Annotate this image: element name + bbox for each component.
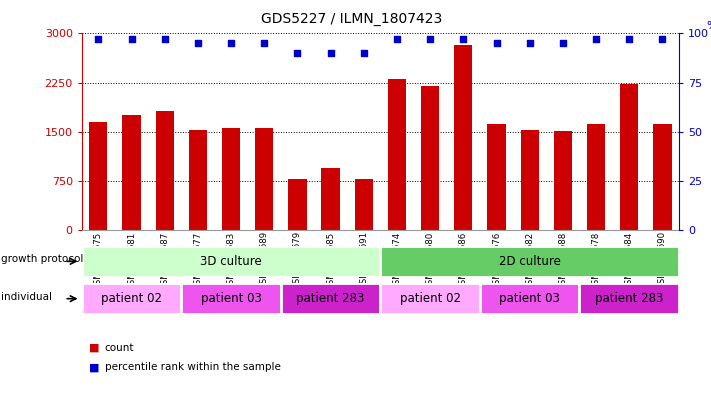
Point — [292, 50, 303, 56]
Bar — [380, 246, 679, 277]
Bar — [222, 128, 240, 230]
Bar — [321, 168, 340, 230]
Point — [259, 40, 270, 46]
Text: GDS5227 / ILMN_1807423: GDS5227 / ILMN_1807423 — [262, 12, 442, 26]
Bar — [289, 179, 306, 230]
Bar — [355, 179, 373, 230]
Point — [92, 36, 104, 42]
Bar — [480, 283, 579, 314]
Bar — [587, 124, 605, 230]
Text: percentile rank within the sample: percentile rank within the sample — [105, 362, 280, 373]
Bar — [454, 45, 473, 230]
Bar — [380, 283, 480, 314]
Bar — [554, 131, 572, 230]
Point — [391, 36, 402, 42]
Bar — [579, 283, 679, 314]
Text: patient 03: patient 03 — [201, 292, 262, 305]
Bar — [653, 124, 672, 230]
Point — [491, 40, 502, 46]
Bar — [620, 84, 638, 230]
Point — [624, 36, 635, 42]
Text: growth protocol: growth protocol — [1, 254, 83, 264]
Text: ■: ■ — [89, 362, 100, 373]
Bar — [281, 283, 380, 314]
Text: count: count — [105, 343, 134, 353]
Bar — [156, 111, 174, 230]
Bar — [181, 283, 281, 314]
Text: patient 03: patient 03 — [499, 292, 560, 305]
Text: patient 02: patient 02 — [101, 292, 162, 305]
Point — [358, 50, 370, 56]
Point — [192, 40, 203, 46]
Point — [458, 36, 469, 42]
Bar — [488, 124, 506, 230]
Text: patient 02: patient 02 — [400, 292, 461, 305]
Bar — [82, 246, 380, 277]
Point — [225, 40, 237, 46]
Point — [557, 40, 569, 46]
Text: ■: ■ — [89, 343, 100, 353]
Point — [524, 40, 535, 46]
Bar — [255, 128, 273, 230]
Text: 3D culture: 3D culture — [201, 255, 262, 268]
Point — [424, 36, 436, 42]
Text: patient 283: patient 283 — [595, 292, 663, 305]
Point — [590, 36, 602, 42]
Point — [159, 36, 171, 42]
Point — [657, 36, 668, 42]
Bar — [189, 130, 207, 230]
Point — [325, 50, 336, 56]
Bar — [82, 283, 181, 314]
Bar — [520, 130, 539, 230]
Text: individual: individual — [1, 292, 52, 302]
Text: %: % — [706, 22, 711, 31]
Bar — [90, 123, 107, 230]
Bar — [388, 79, 406, 230]
Point — [126, 36, 137, 42]
Text: 2D culture: 2D culture — [498, 255, 561, 268]
Text: patient 283: patient 283 — [296, 292, 365, 305]
Bar — [421, 86, 439, 230]
Bar — [122, 115, 141, 230]
